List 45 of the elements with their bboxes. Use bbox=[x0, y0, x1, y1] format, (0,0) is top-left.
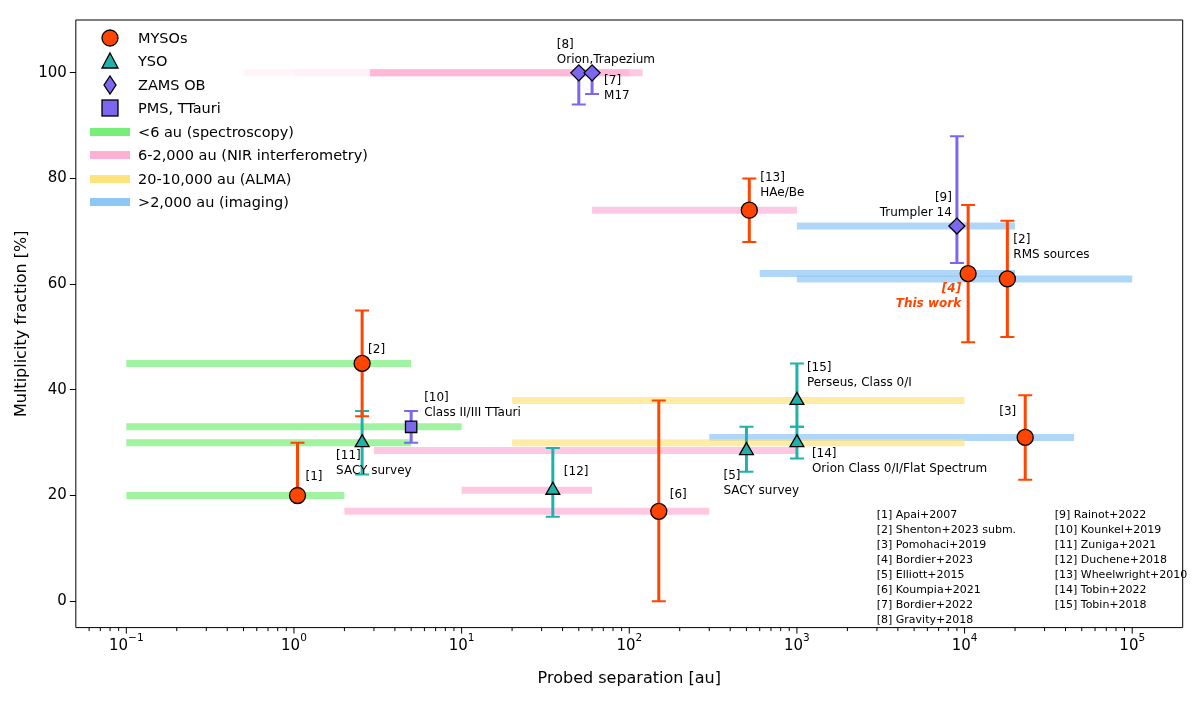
y-tick-label: 20 bbox=[47, 485, 67, 504]
annotation: [11] Zuniga+2021 bbox=[1054, 537, 1157, 551]
y-axis-title: Multiplicity fraction [%] bbox=[10, 230, 30, 418]
legend-label: YSO bbox=[138, 53, 168, 70]
annotation: [14] Tobin+2022 bbox=[1054, 582, 1147, 596]
annotation: [2] Shenton+2023 subm. bbox=[876, 522, 1017, 536]
annotation: [5] Elliott+2015 bbox=[876, 567, 965, 581]
legend-label: <6 au (spectroscopy) bbox=[138, 123, 295, 140]
annotation: [4] This work bbox=[895, 280, 963, 310]
annotation: [6] bbox=[669, 487, 687, 502]
legend-label: MYSOs bbox=[138, 29, 188, 46]
y-tick-label: 80 bbox=[47, 168, 67, 187]
annotation: [1] bbox=[305, 468, 323, 483]
annotation: [12] Duchene+2018 bbox=[1054, 552, 1167, 566]
y-tick-label: 0 bbox=[57, 591, 67, 610]
legend-label: ZAMS OB bbox=[138, 76, 206, 93]
annotation: [8] Orion,Trapezium bbox=[556, 36, 656, 66]
annotation: [1] Apai+2007 bbox=[876, 507, 958, 521]
annotation: [5] SACY survey bbox=[723, 467, 799, 497]
annotation: [12] bbox=[563, 464, 589, 479]
annotation: [14] Orion Class 0/I/Flat Spectrum bbox=[811, 445, 988, 475]
annotation: [9] Rainot+2022 bbox=[1054, 507, 1147, 521]
annotation: [3] Pomohaci+2019 bbox=[876, 537, 987, 551]
legend-label: 6-2,000 au (NIR interferometry) bbox=[138, 147, 368, 164]
annotation: [3] bbox=[999, 403, 1017, 418]
legend-label: 20-10,000 au (ALMA) bbox=[138, 170, 292, 187]
y-tick-label: 60 bbox=[47, 274, 67, 293]
annotation: [15] Tobin+2018 bbox=[1054, 597, 1147, 611]
y-tick-label: 100 bbox=[38, 62, 67, 81]
annotation: [7] M17 bbox=[604, 72, 630, 102]
annotation: [7] Bordier+2022 bbox=[876, 597, 973, 611]
annotation: [13] HAe/Be bbox=[760, 170, 805, 200]
annotation: [10] Kounkel+2019 bbox=[1054, 522, 1162, 536]
annotation: [4] Bordier+2023 bbox=[876, 552, 973, 566]
annotation: [2] RMS sources bbox=[1013, 232, 1090, 262]
annotation: [8] Gravity+2018 bbox=[876, 612, 974, 626]
annotation: [6] Koumpia+2021 bbox=[876, 582, 981, 596]
legend-label: >2,000 au (imaging) bbox=[138, 194, 289, 211]
x-axis-title: Probed separation [au] bbox=[537, 667, 721, 687]
y-tick-label: 40 bbox=[47, 379, 67, 398]
annotation: [2] bbox=[368, 341, 386, 356]
annotation: [10] Class II/III TTauri bbox=[424, 389, 521, 419]
legend-label: PMS, TTauri bbox=[138, 100, 221, 117]
annotation: [15] Perseus, Class 0/I bbox=[806, 359, 912, 389]
annotation: [9] Trumpler 14 bbox=[878, 190, 952, 220]
